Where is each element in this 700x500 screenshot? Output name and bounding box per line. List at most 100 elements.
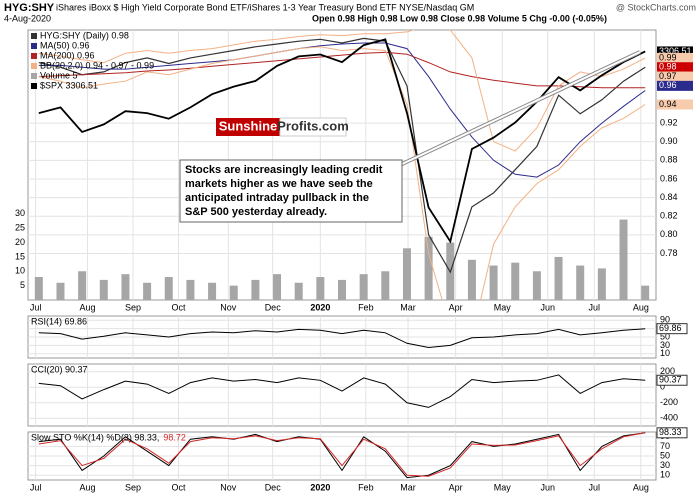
volume-bar	[576, 265, 585, 300]
legend-label: $SPX 3306.51	[40, 80, 98, 90]
volume-bar	[186, 279, 195, 300]
logo-sunshine: Sunshine	[219, 118, 278, 133]
logo-bg	[216, 118, 280, 136]
legend-label: MA(50) 0.96	[40, 40, 90, 50]
volume-bar	[294, 282, 303, 300]
x-tick-label: Sep	[125, 482, 141, 492]
plot-area	[38, 432, 646, 479]
series-line	[38, 38, 646, 244]
x-tick-label: Aug	[80, 302, 96, 312]
y-tick-label: 0.90	[660, 136, 678, 146]
x-tick-label: Apr	[449, 302, 463, 312]
x-tick-label: Mar	[400, 482, 416, 492]
x-tick-label: Jul	[589, 302, 601, 312]
y-tick-label: 0.88	[660, 155, 678, 165]
volume-tick-label: 15	[15, 251, 25, 261]
volume-bar	[251, 279, 260, 300]
value-tag-label: 90.37	[659, 375, 682, 385]
legend-label: MA(200) 0.96	[40, 50, 95, 60]
value-tag-label: 69.86	[659, 323, 682, 333]
y-tick-label: 70	[660, 441, 670, 451]
x-tick-label: Aug	[80, 482, 96, 492]
volume-bar	[273, 274, 282, 300]
price-tag	[657, 99, 693, 110]
price-tag-label: 0.97	[659, 71, 677, 81]
series-line	[38, 51, 646, 89]
series-line	[38, 432, 646, 479]
volume-bar	[164, 277, 173, 300]
y-tick-label: 90	[660, 315, 670, 325]
volume-tick-label: 30	[15, 208, 25, 218]
value-tag	[656, 374, 688, 386]
x-tick-label: 2020	[310, 482, 330, 492]
price-tag-label: 0.94	[659, 99, 677, 109]
volume-bar	[381, 271, 390, 300]
volume-bar	[56, 282, 65, 300]
y-tick-label: 0.78	[660, 248, 678, 258]
x-tick-label: Sep	[125, 302, 141, 312]
volume-bar	[143, 282, 152, 300]
date: 4-Aug-2020	[4, 13, 51, 23]
y-tick-label: 10	[660, 348, 670, 358]
x-tick-label: Aug	[633, 302, 649, 312]
y-tick-label: 10	[660, 470, 670, 480]
x-tick-label: Jul	[30, 302, 42, 312]
volume-tick-label: 10	[15, 266, 25, 276]
legend-swatch	[31, 73, 37, 79]
legend-label: CCI(20) 90.37	[31, 364, 88, 374]
legend-swatch	[31, 43, 37, 49]
volume-tick-label: 20	[15, 237, 25, 247]
legend-label: HYG:SHY (Daily) 0.98	[40, 30, 129, 40]
legend-label: BB(20,2.0) 0.94 - 0.97 - 0.99	[40, 60, 154, 70]
y-tick-label: 0.80	[660, 229, 678, 239]
legend-swatch	[31, 33, 37, 39]
panel-frame	[27, 363, 657, 427]
legend-swatch	[31, 63, 37, 69]
x-tick-label: May	[494, 482, 512, 492]
volume-bar	[316, 277, 325, 300]
annotation-line: S&P 500 yesterday already.	[185, 206, 327, 218]
price-tag-label: 0.99	[659, 52, 677, 62]
volume-bar	[99, 279, 108, 300]
x-tick-label: Feb	[358, 482, 374, 492]
y-tick-label: -400	[660, 413, 678, 423]
volume-bar	[121, 274, 130, 300]
volume-bar	[208, 282, 217, 300]
y-tick-label: 30	[660, 340, 670, 350]
y-tick-label: 50	[660, 450, 670, 460]
value-tag	[656, 323, 688, 335]
volume-bar	[489, 265, 498, 300]
plot-area	[34, 30, 650, 300]
plot-area	[38, 374, 646, 408]
volume-bar	[467, 259, 476, 300]
volume-tick-label: 25	[15, 223, 25, 233]
volume-bar	[338, 279, 346, 300]
annotation-box	[179, 159, 403, 223]
logo-bg2	[279, 117, 347, 137]
x-tick-label: Jun	[540, 302, 555, 312]
x-tick-label: Dec	[265, 302, 282, 312]
price-tag	[657, 71, 693, 82]
annotation-line: markets higher as we have seeb the	[185, 178, 373, 190]
y-tick-label: 0	[660, 382, 665, 392]
volume-bar	[402, 248, 411, 300]
series-line	[38, 432, 646, 477]
y-tick-label: 0.92	[660, 117, 678, 127]
legend-label: RSI(14) 69.86	[31, 316, 87, 326]
x-tick-label: Oct	[171, 302, 186, 312]
series-line	[38, 30, 646, 152]
price-tag-label: 0.96	[659, 80, 677, 90]
volume-bar	[424, 236, 433, 300]
symbol: HYG:SHY	[4, 2, 55, 14]
y-tick-label: 50	[660, 331, 670, 341]
volume-tick-label: 5	[20, 280, 25, 290]
volume-bar	[34, 277, 43, 300]
series-line	[38, 328, 646, 349]
x-tick-label: Oct	[171, 482, 186, 492]
x-tick-label: Aug	[633, 482, 649, 492]
legend-label: Slow STO %K(14) %D(3) 98.33,	[31, 432, 159, 442]
x-tick-label: May	[494, 302, 512, 312]
description: iShares iBoxx $ High Yield Corporate Bon…	[56, 2, 474, 12]
plot-area	[38, 328, 646, 349]
value-tag-label: 98.33	[659, 427, 682, 437]
